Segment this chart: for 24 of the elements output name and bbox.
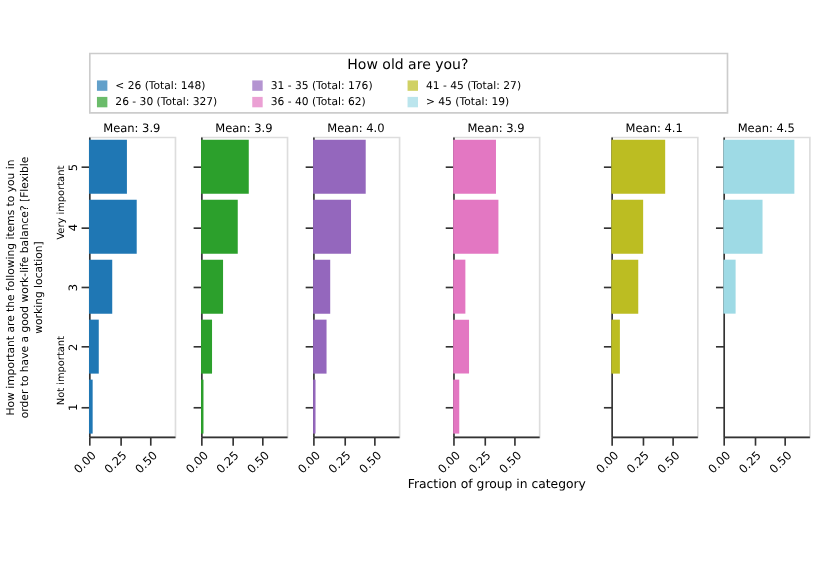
bar [201,199,238,254]
bar [611,319,620,374]
bar [201,259,224,314]
bar [313,259,331,314]
bar [453,259,466,314]
bar [313,199,352,254]
bar [453,379,460,434]
bar [313,319,327,374]
bar [201,139,249,194]
bar [88,139,127,194]
bar [88,199,137,254]
bar [611,259,639,314]
bar [453,319,470,374]
bar [88,259,113,314]
bar [313,139,366,194]
bar [611,199,644,254]
bar [453,139,496,194]
bar [611,139,666,194]
bar [723,139,795,194]
bar [88,319,99,374]
bar [201,319,213,374]
bar [723,199,763,254]
bar [453,199,499,254]
bar [723,259,736,314]
